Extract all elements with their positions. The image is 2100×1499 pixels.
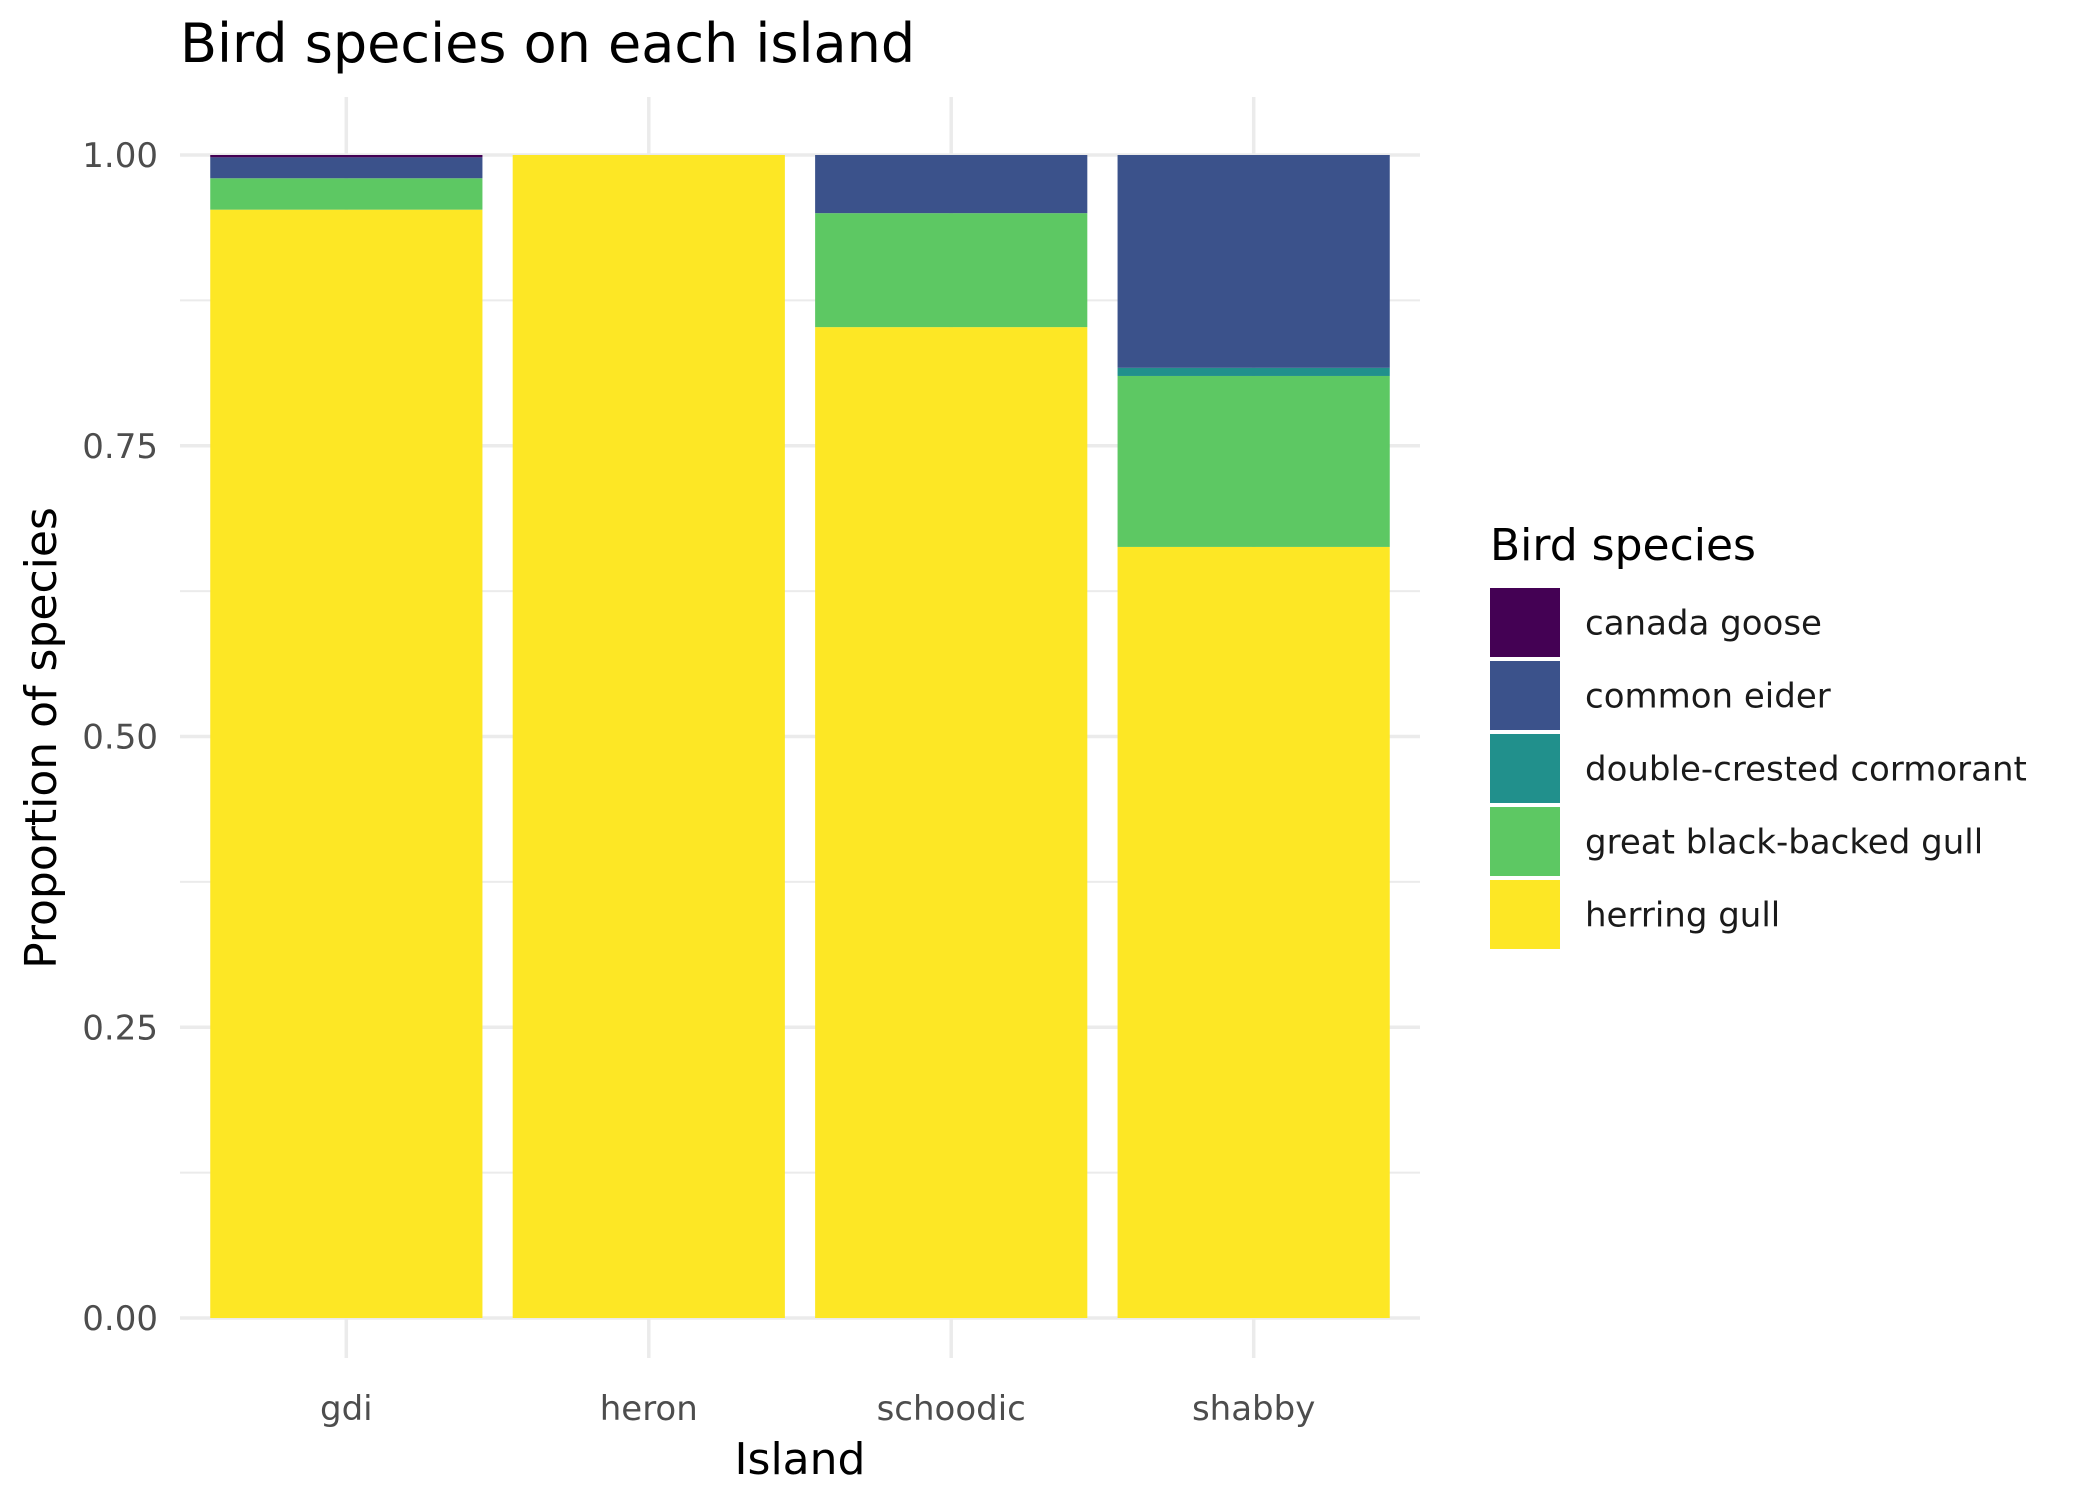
y-tick-label: 0.75 [82, 427, 158, 467]
x-axis-title: Island [735, 1434, 866, 1485]
bar-gdi-great-black-backed-gull [210, 178, 483, 210]
legend-label: common eider [1585, 677, 1831, 717]
legend-key-canada-goose [1490, 588, 1560, 657]
legend-label: herring gull [1585, 896, 1780, 936]
y-axis-title: Proportion of species [16, 507, 67, 969]
x-tick-label: schoodic [877, 1389, 1026, 1429]
legend-key-double-crested-cormorant [1490, 734, 1560, 803]
bar-shabby-herring-gull [1117, 546, 1390, 1318]
y-tick-label: 1.00 [82, 136, 158, 176]
x-tick-label: gdi [320, 1389, 373, 1429]
bar-shabby-double-crested-cormorant [1117, 367, 1390, 376]
chart-title: Bird species on each island [180, 12, 915, 75]
bar-gdi-common-eider [210, 157, 483, 179]
y-tick-label: 0.25 [82, 1008, 158, 1048]
x-tick-label: heron [600, 1389, 698, 1429]
bar-schoodic-common-eider [815, 155, 1088, 214]
bar-schoodic-herring-gull [815, 327, 1088, 1318]
y-tick-label: 0.00 [82, 1299, 158, 1339]
legend-label: great black-backed gull [1585, 823, 1983, 863]
bars [210, 155, 1390, 1318]
legend-title: Bird species [1490, 520, 1756, 571]
legend-key-common-eider [1490, 661, 1560, 730]
bar-gdi-canada-goose [210, 155, 483, 158]
legend-key-herring-gull [1490, 880, 1560, 949]
x-tick-label: shabby [1192, 1389, 1315, 1429]
bar-gdi-herring-gull [210, 209, 483, 1318]
bar-heron-herring-gull [512, 155, 785, 1318]
bar-shabby-common-eider [1117, 155, 1390, 368]
y-tick-label: 0.50 [82, 718, 158, 758]
x-axis-ticks: gdi heron schoodic shabby [320, 1389, 1315, 1429]
legend-label: canada goose [1585, 604, 1822, 644]
legend-key-great-black-backed-gull [1490, 807, 1560, 876]
legend-label: double-crested cormorant [1585, 750, 2027, 790]
y-axis-ticks: 0.00 0.25 0.50 0.75 1.00 [82, 136, 158, 1339]
bar-schoodic-great-black-backed-gull [815, 213, 1088, 328]
bar-shabby-great-black-backed-gull [1117, 375, 1390, 547]
legend: Bird species canada goose common eider dou… [1490, 520, 2027, 949]
